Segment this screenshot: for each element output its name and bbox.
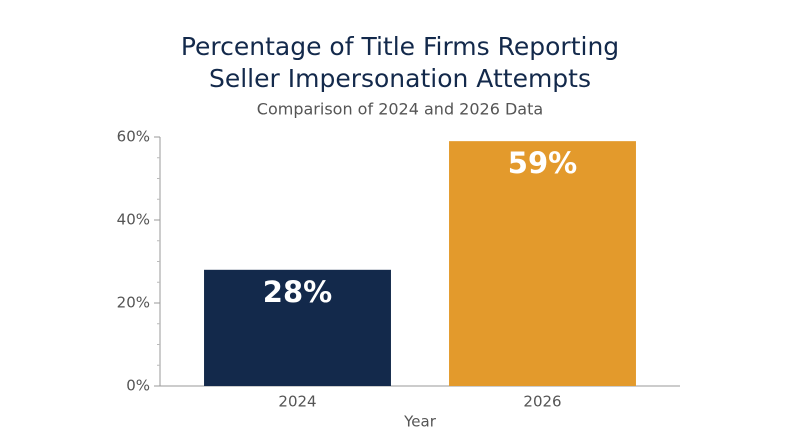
value-label: 28% bbox=[263, 275, 332, 309]
chart-title: Seller Impersonation Attempts bbox=[209, 64, 591, 93]
x-axis-label: Year bbox=[403, 413, 437, 431]
y-tick-label: 0% bbox=[126, 377, 150, 395]
x-tick-label: 2026 bbox=[523, 393, 561, 411]
bar bbox=[204, 269, 391, 386]
x-tick-label: 2024 bbox=[278, 393, 316, 411]
value-label: 59% bbox=[508, 146, 577, 180]
y-tick-label: 40% bbox=[117, 211, 150, 229]
y-tick-label: 20% bbox=[117, 294, 150, 312]
chart-title: Percentage of Title Firms Reporting bbox=[181, 32, 619, 61]
chart-subtitle: Comparison of 2024 and 2026 Data bbox=[257, 100, 543, 119]
y-tick-label: 60% bbox=[117, 128, 150, 146]
bar bbox=[449, 141, 636, 386]
